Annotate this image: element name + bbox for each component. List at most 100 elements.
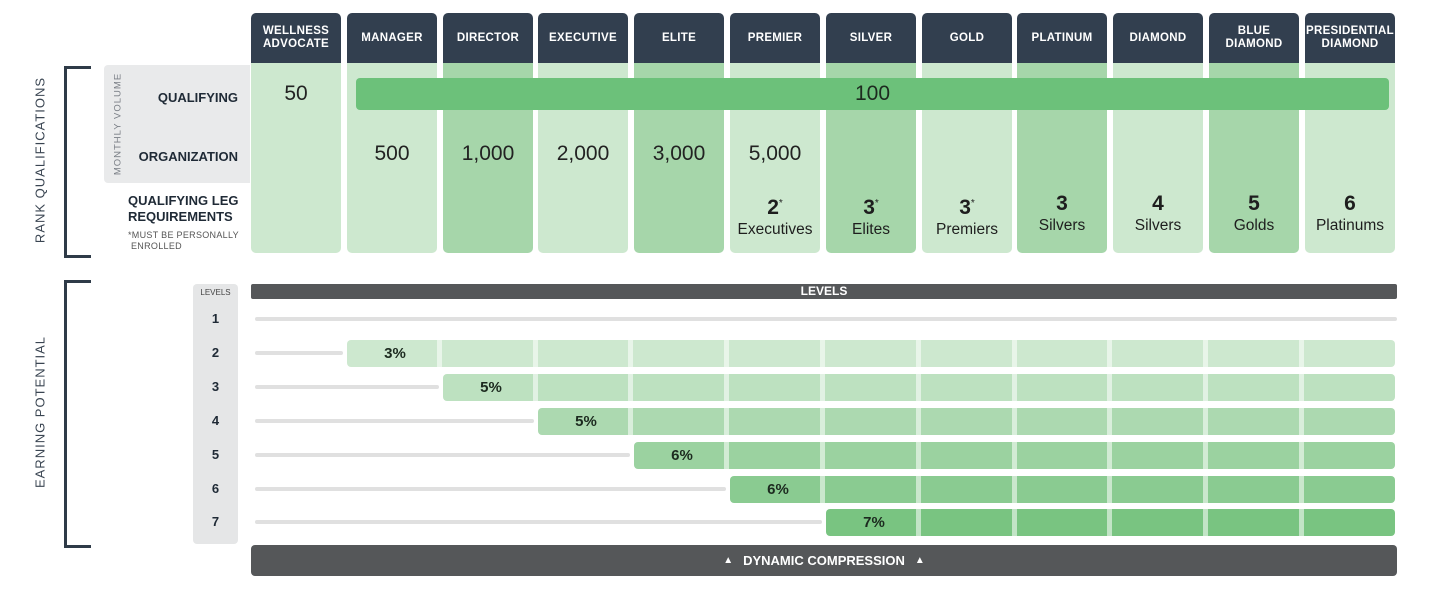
level-percentage: 3% [384, 345, 406, 362]
level-cell-separator [1299, 442, 1304, 469]
level-cell [1305, 509, 1395, 536]
rank-header-wellness-advocate: WELLNESS ADVOCATE [251, 13, 341, 63]
qualifying-leg-requirement: 3 Silvers [1017, 192, 1107, 236]
organization-value: 1,000 [461, 142, 515, 165]
level-cell [826, 340, 922, 367]
level-cell [1209, 442, 1305, 469]
organization-value: 2,000 [556, 142, 610, 165]
level-number: 5 [211, 447, 220, 462]
rank-header-presidential-diamond: PRESIDENTIAL DIAMOND [1305, 13, 1395, 63]
level-cell-separator [437, 340, 442, 367]
leg-rank: Elites [852, 221, 890, 238]
rank-header-diamond: DIAMOND [1113, 13, 1203, 63]
arrow-up-icon: ▲ [914, 555, 925, 566]
personally-enrolled-mark: * [970, 198, 975, 209]
level-cell [730, 408, 826, 435]
level-cell [1017, 476, 1113, 503]
organization-value: 500 [374, 142, 410, 165]
leg-count: 2 [767, 196, 779, 219]
level-cell-separator [820, 442, 825, 469]
level-percentage-cell: 7% [826, 509, 922, 536]
level-percentage: 7% [863, 514, 885, 531]
organization-row-label: ORGANIZATION [138, 149, 238, 164]
level-cell-separator [1107, 442, 1112, 469]
rank-header-label: PLATINUM [1031, 31, 1093, 44]
level-cell-separator [916, 340, 921, 367]
rank-column-wellness-advocate [251, 63, 341, 253]
earning-potential-bracket [64, 280, 91, 548]
rank-header-label: PREMIER [747, 31, 803, 44]
level-cell-separator [916, 509, 921, 536]
level-cell-separator [916, 476, 921, 503]
level-number: 4 [211, 413, 220, 428]
leg-rank: Premiers [935, 221, 998, 238]
level-cell-separator [1012, 509, 1017, 536]
level-cell-separator [724, 374, 729, 401]
level-cell [1017, 374, 1113, 401]
level-percentage: 6% [767, 481, 789, 498]
level-percentage-cell: 5% [538, 408, 634, 435]
earning-potential-label: EARNING POTENTIAL [32, 335, 48, 489]
level-cell [538, 340, 634, 367]
level-cell-separator [724, 408, 729, 435]
qualifying-leg-title: QUALIFYING LEG REQUIREMENTS [128, 193, 239, 225]
level-percentage: 5% [575, 413, 597, 430]
leg-rank: Executives [737, 221, 813, 238]
level-cell [1209, 340, 1305, 367]
level-cell [634, 408, 730, 435]
level-cell [1017, 442, 1113, 469]
rank-header-label: ELITE [661, 31, 697, 44]
level-cell-separator [1203, 340, 1208, 367]
level-cell-separator [1299, 408, 1304, 435]
level-percentage: 6% [671, 447, 693, 464]
rank-header-elite: ELITE [634, 13, 724, 63]
level-cell-separator [1107, 476, 1112, 503]
leg-count: 5 [1248, 192, 1260, 215]
personally-enrolled-mark: * [874, 198, 879, 209]
rank-header-label: MANAGER [361, 31, 423, 44]
level-cell [1305, 340, 1395, 367]
qualifying-leg-requirement: 2* Executives [730, 192, 820, 240]
rank-header-blue-diamond: BLUE DIAMOND [1209, 13, 1299, 63]
qualifying-leg-requirement: 3* Premiers [922, 192, 1012, 240]
rank-header-executive: EXECUTIVE [538, 13, 628, 63]
level-cell-separator [1012, 408, 1017, 435]
qualifying-leg-note-line1: *MUST BE PERSONALLY [128, 230, 239, 240]
qualifying-leg-title-line2: REQUIREMENTS [128, 209, 233, 224]
qualifying-leg-requirement: 5 Golds [1209, 192, 1299, 236]
level-cell [1209, 509, 1305, 536]
level-cell-separator [1012, 442, 1017, 469]
level-percentage: 5% [480, 379, 502, 396]
qualifying-leg-title-line1: QUALIFYING LEG [128, 193, 239, 208]
level-cell-separator [1107, 374, 1112, 401]
qualifying-value-bar: 100 [356, 78, 1389, 110]
qualifying-value-wellness-advocate: 50 [284, 82, 308, 105]
level-cell [1113, 442, 1209, 469]
qualifying-row-label: QUALIFYING [157, 90, 238, 105]
rank-qualifications-bracket [64, 66, 91, 258]
level-unavailable-line [255, 385, 439, 389]
level-cell [1113, 374, 1209, 401]
level-number: 7 [211, 514, 220, 529]
leg-rank: Silvers [1038, 217, 1086, 234]
level-cell-separator [820, 340, 825, 367]
level-cell [1017, 340, 1113, 367]
leg-rank: Silvers [1134, 217, 1182, 234]
level-cell-separator [1299, 476, 1304, 503]
level-cell [1113, 509, 1209, 536]
leg-count: 3 [863, 196, 875, 219]
level-cell-separator [1107, 408, 1112, 435]
level-cell-separator [628, 374, 633, 401]
level-cell [826, 442, 922, 469]
level-cell-separator [628, 340, 633, 367]
level-cell-separator [916, 408, 921, 435]
leg-rank: Platinums [1315, 217, 1385, 234]
level-cell [1209, 374, 1305, 401]
level-cell-separator [820, 476, 825, 503]
dynamic-compression-bar: ▲ DYNAMIC COMPRESSION ▲ [251, 545, 1397, 576]
level-cell [1017, 408, 1113, 435]
rank-header-silver: SILVER [826, 13, 916, 63]
level-cell-separator [1012, 476, 1017, 503]
level-cell-separator [533, 340, 538, 367]
levels-bar: LEVELS [251, 284, 1397, 299]
